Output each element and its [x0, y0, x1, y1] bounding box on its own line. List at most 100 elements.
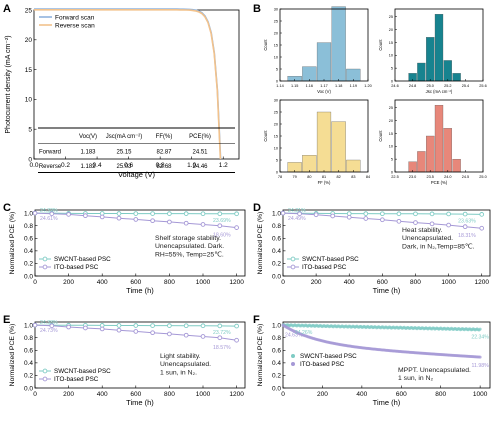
- panel-d: 0 200 400 600 800 1000 1200 0.0 0.2 0.4 0.6 0.8 1.0 T…: [257, 208, 491, 295]
- panel-b-ytick-label: 30: [274, 98, 278, 102]
- panel-letter-C: C: [3, 202, 11, 214]
- panel-b-bar: [434, 104, 444, 173]
- panel-a-table-cell: 24.46: [192, 164, 208, 170]
- panel-d-xtick-label: 600: [377, 279, 388, 286]
- panel-e-end-label: 23.72%: [213, 330, 231, 336]
- panel-b-ytick-label: 10: [389, 54, 393, 58]
- panel-b-bar: [452, 73, 461, 82]
- panel-e-ylabel: Normalized PCE (%): [9, 324, 16, 387]
- panel-d-end-label: 18.31%: [458, 233, 476, 239]
- panel-b-ytick-label: 0: [276, 79, 278, 83]
- panel-b-ytick-label: 10: [274, 55, 278, 59]
- panel-a-table-cell: Reverse: [39, 164, 62, 170]
- panel-b-ytick-label: 25: [389, 15, 393, 19]
- panel-c-ylabel: Normalized PCE (%): [9, 212, 16, 275]
- panel-d-end-label: 23.63%: [458, 218, 476, 224]
- panel-b-ylabel: Count: [378, 39, 383, 51]
- panel-f-xtick-label: 0: [281, 391, 285, 398]
- panel-a-table-header: FF(%): [156, 134, 173, 140]
- panel-f-legend-marker: [291, 362, 295, 366]
- panel-c-series-point: [167, 211, 172, 216]
- panel-c-series-point: [150, 218, 155, 224]
- panel-a-ytick-label: 15: [25, 67, 33, 74]
- panel-e-ytick-label: 0.0: [24, 385, 33, 392]
- panel-d-ytick-label: 0.6: [272, 236, 281, 243]
- panel-e: 0 200 400 600 800 1000 1200 0.0 0.2 0.4 0.6 0.8 1.0 T…: [9, 320, 246, 407]
- panel-b-bar: [302, 66, 317, 82]
- panel-d-series-point: [380, 217, 385, 223]
- panel-e-series-point: [200, 323, 206, 329]
- panel-c-series-point: [150, 211, 155, 216]
- panel-b-ytick-label: 5: [391, 158, 393, 162]
- panel-b-xtick-label: 84: [366, 175, 370, 179]
- panel-a-table-header: Voc(V): [79, 134, 97, 140]
- panel-e-xtick-label: 200: [63, 391, 74, 398]
- panel-e-series-point: [66, 324, 71, 330]
- panel-b-bar: [417, 62, 426, 82]
- panel-c-legend-marker: [42, 264, 48, 270]
- panel-f-swcnt-end-label: 22.34%: [471, 335, 489, 341]
- panel-a: 0.0 0.2 0.4 0.6 0.8 1.0 1.2 0 5 10 15 20 25 Voltage (…: [5, 7, 240, 179]
- panel-b-ytick-label: 20: [389, 28, 393, 32]
- panel-b-xtick-label: 80: [307, 175, 311, 179]
- panel-b-xtick-label: 25.6: [479, 84, 486, 88]
- panel-c-legend-marker: [42, 256, 48, 262]
- panel-b-ytick-label: 5: [276, 158, 278, 162]
- panel-b-ylabel: Count: [378, 130, 383, 142]
- panel-a-xtick-label: 1.2: [219, 162, 228, 169]
- panel-c-series-point: [217, 211, 223, 217]
- panel-f-ito-start-label: 24.63%: [285, 332, 303, 338]
- panel-d-series-point: [396, 211, 402, 217]
- panel-b-bar: [331, 6, 346, 82]
- panel-c-series-point: [217, 223, 223, 229]
- panel-d-xtick-label: 1000: [441, 279, 456, 286]
- panel-b-xtick-label: 1.18: [335, 84, 342, 88]
- panel-c-series-point: [116, 211, 122, 216]
- panel-b-xtick-label: 24.0: [444, 175, 451, 179]
- panel-e-ytick-label: 1.0: [24, 322, 33, 329]
- panel-d-series-point: [462, 211, 468, 217]
- panel-e-series-point: [83, 325, 88, 331]
- panel-letter-D: D: [253, 202, 261, 214]
- panel-b-ytick-label: 5: [276, 67, 278, 71]
- panel-b-xtick-label: 1.19: [350, 84, 357, 88]
- panel-b-ytick-label: 15: [389, 132, 393, 136]
- panel-c-ytick-label: 0.6: [24, 236, 33, 243]
- panel-b-xtick-label: 83: [351, 175, 355, 179]
- panel-e-series-point: [217, 335, 223, 341]
- panel-a-table-cell: 82.87: [156, 150, 172, 156]
- panel-e-axes: [34, 321, 246, 389]
- panel-a-table-cell: 82.68: [156, 164, 172, 170]
- panel-b-bar: [443, 128, 452, 173]
- panel-c-series-point: [99, 214, 105, 220]
- panel-b-xtick-label: 23.0: [409, 175, 416, 179]
- panel-e-start-label: 24.73%: [40, 328, 58, 334]
- panel-c-ytick-label: 0.4: [24, 248, 33, 255]
- panel-c-end-label: 18.60%: [213, 233, 231, 239]
- panel-b-xtick-label: 81: [322, 175, 326, 179]
- panel-c-legend-label: SWCNT-based PSC: [54, 256, 111, 263]
- panel-letter-E: E: [3, 314, 10, 326]
- panel-d-xtick-label: 1200: [474, 279, 489, 286]
- panel-a-table-cell: 25.03: [116, 164, 132, 170]
- panel-c-series-point: [116, 215, 122, 221]
- panel-d-ytick-label: 0.2: [272, 261, 281, 268]
- panel-a-table-cell: 1.182: [80, 164, 96, 170]
- panel-c: 0 200 400 600 800 1000 1200 0.0 0.2 0.4 0.6 0.8 1.0 T…: [9, 208, 246, 295]
- panel-b-ytick-label: 15: [274, 134, 278, 138]
- panel-e-legend-label: SWCNT-based PSC: [54, 368, 111, 375]
- panel-d-series-point: [363, 216, 369, 221]
- panel-f-xtick-label: 200: [317, 391, 328, 398]
- panel-b-ytick-label: 15: [389, 41, 393, 45]
- panel-letter-F: F: [253, 314, 260, 326]
- panel-a-ytick-label: 20: [25, 37, 33, 44]
- panel-c-legend-label: ITO-based PSC: [54, 264, 99, 271]
- panel-e-xtick-label: 800: [164, 391, 175, 398]
- panel-c-xtick-label: 400: [97, 279, 108, 286]
- panel-a-table-cell: 1.183: [80, 150, 96, 156]
- panel-c-series-point: [83, 213, 88, 219]
- panel-letter-A: A: [3, 3, 11, 15]
- panel-e-series-point: [167, 323, 172, 328]
- panel-d-series-point: [396, 218, 402, 224]
- panel-e-legend-marker: [42, 376, 48, 382]
